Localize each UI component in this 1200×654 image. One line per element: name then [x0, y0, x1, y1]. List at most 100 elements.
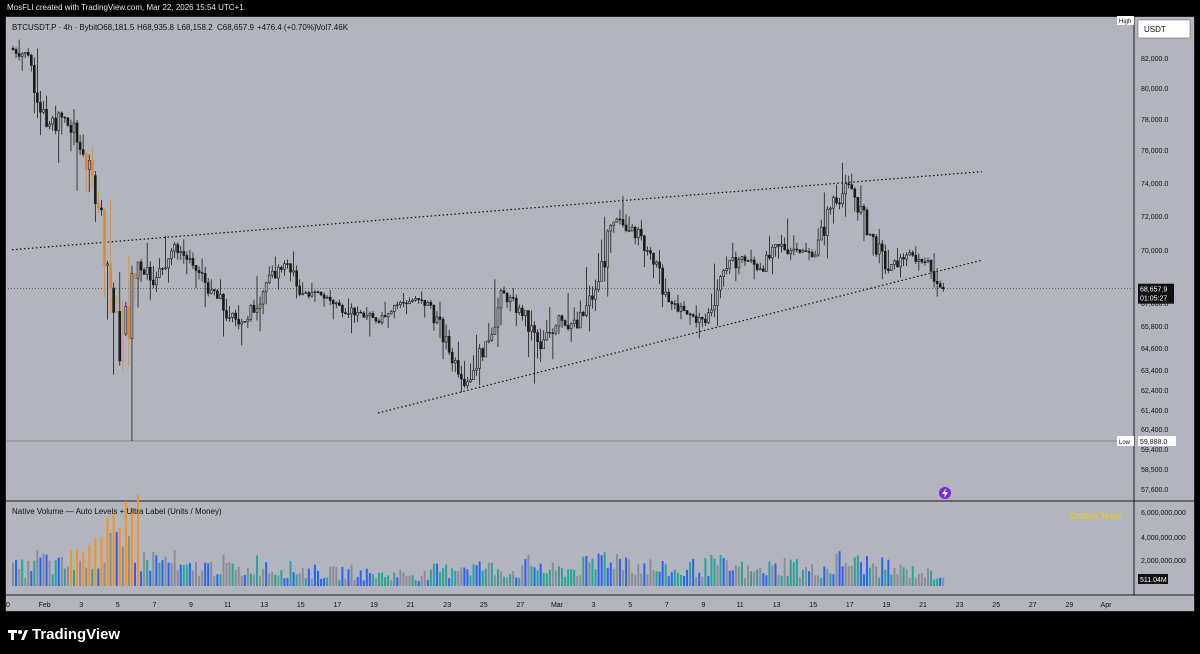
volume-bar [60, 557, 63, 586]
legend-high: H68,935.8 [137, 23, 174, 32]
candle-body [603, 261, 607, 268]
candle-body [496, 307, 500, 328]
candle-body [264, 282, 268, 293]
candle-body [938, 283, 942, 288]
volume-bar [640, 573, 643, 586]
candle-body [664, 291, 668, 295]
volume-bar [902, 567, 905, 586]
volume-bar [859, 562, 862, 586]
volume-bar [487, 562, 490, 586]
candle-body [51, 117, 54, 125]
grid-layer [5, 16, 1195, 596]
volume-bar [143, 552, 146, 586]
candle-body [810, 252, 814, 258]
volume-bar [222, 554, 225, 586]
volume-bar [130, 508, 133, 586]
candle-body [203, 272, 207, 283]
candle-body [838, 202, 841, 205]
candle-body [267, 274, 271, 284]
volume-bar [140, 571, 143, 586]
volume-bar [905, 569, 908, 586]
volume-bar [475, 565, 478, 586]
candle-body [176, 244, 179, 253]
volume-bar [469, 575, 472, 586]
volume-bar [914, 578, 917, 586]
candle-body [813, 254, 817, 258]
candle-body [289, 263, 292, 273]
volume-bar [405, 575, 408, 586]
volume-bar [417, 581, 420, 586]
volume-bar [692, 558, 695, 586]
chart-frame[interactable] [5, 16, 1195, 612]
candle-body [414, 298, 417, 301]
volume-bar [106, 518, 109, 586]
volume-bar [847, 566, 850, 586]
volume-bar [786, 575, 789, 586]
volume-bar [890, 574, 893, 586]
chart-svg[interactable]: 82,000.0 80,000.0 78,000.0 76,000.0 74,000.0… [0, 0, 1200, 614]
alert-icon[interactable] [939, 487, 951, 499]
candle-body [121, 333, 125, 362]
candle-body [164, 267, 167, 270]
volume-bar [374, 578, 377, 586]
volume-bar [408, 575, 411, 586]
volume-bar [88, 544, 91, 586]
volume-bar [182, 564, 185, 586]
candle-body [322, 294, 326, 299]
volume-bar [317, 570, 319, 586]
volume-bar [94, 538, 97, 586]
candle-body [182, 251, 186, 256]
candle-body [426, 302, 430, 306]
volume-bar [923, 577, 926, 586]
volume-bar [24, 577, 27, 586]
time-axis-label: Feb [39, 602, 51, 609]
volume-bar [893, 567, 896, 586]
candle-body [185, 255, 189, 260]
candle-body [835, 197, 838, 204]
candle-body [362, 312, 366, 318]
volume-bar [429, 569, 432, 586]
candle-body [304, 292, 308, 294]
volume-bar [295, 574, 298, 586]
candle-body [444, 335, 448, 343]
candle-body [179, 251, 183, 253]
volume-bar [393, 572, 396, 586]
volume-bar [109, 533, 112, 586]
volume-bar [869, 567, 872, 586]
candle-body [853, 188, 857, 198]
volume-bar [210, 561, 213, 586]
volume-bar [484, 568, 487, 586]
volume-bar [930, 570, 933, 586]
volume-bar [823, 566, 826, 586]
candle-body [301, 292, 305, 295]
volume-bar [338, 579, 341, 586]
last-price-label: 68,657.9 [1140, 287, 1167, 294]
volume-bar [481, 570, 484, 586]
volume-bar [313, 564, 316, 586]
volume-bar [774, 563, 777, 586]
candle-body [136, 261, 140, 280]
volume-bar [335, 567, 338, 586]
volume-bar [509, 574, 512, 586]
volume-bar [811, 563, 814, 586]
candle-body [402, 302, 405, 304]
volume-bar [725, 560, 728, 586]
volume-bar [658, 571, 661, 586]
volume-bar [432, 563, 435, 586]
volume-bar [69, 550, 72, 586]
volume-bar [115, 531, 118, 586]
volume-bar [356, 576, 359, 586]
time-axis-label: 23 [956, 602, 964, 609]
volume-bar [121, 546, 124, 586]
volume-bar [564, 576, 567, 586]
price-tick-label: 59,400.0 [1141, 447, 1168, 454]
candle-body [377, 320, 381, 323]
volume-bar [911, 566, 914, 586]
candle-body [243, 321, 247, 323]
candle-body [331, 300, 335, 305]
candle-body [84, 153, 88, 170]
candle-body [545, 332, 549, 341]
volume-bar [856, 555, 859, 586]
volume-bar [463, 567, 466, 586]
tradingview-logo[interactable]: TradingView [8, 626, 120, 643]
